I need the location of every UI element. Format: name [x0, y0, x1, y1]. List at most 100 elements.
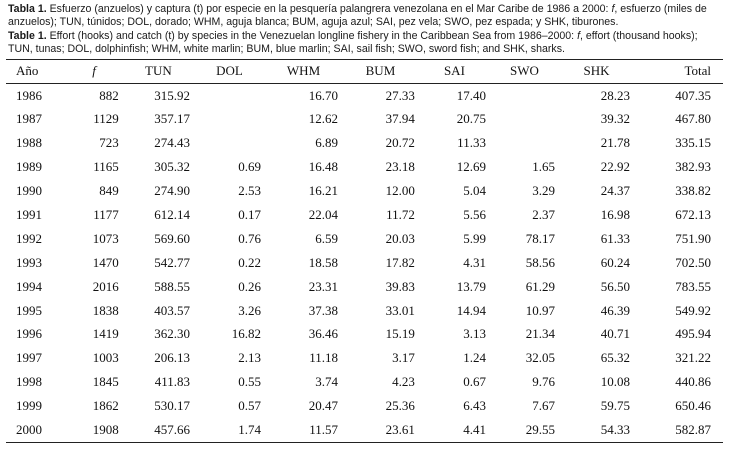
table-cell: 612.14	[154, 207, 190, 223]
table-cell: 321.22	[675, 350, 711, 366]
table-cell: 15.19	[385, 326, 415, 342]
table-cell	[490, 108, 559, 132]
table-cell: 54.33	[600, 422, 630, 438]
table-row: 1986 882 315.92 16.70 27.33 17.40 28.23 407.35	[6, 83, 723, 107]
table-cell: 2.37	[532, 207, 556, 223]
table-cell: 882	[99, 87, 119, 103]
table-cell: 467.80	[675, 111, 711, 127]
table-cell: 1.65	[532, 159, 556, 175]
table-cell: 1989	[16, 159, 42, 175]
table-cell: 6.43	[463, 398, 486, 414]
column-header-sai: SAI	[443, 63, 465, 79]
table-cell: 1862	[92, 398, 119, 414]
table-cell: 24.37	[600, 183, 630, 199]
table-cell: 338.82	[675, 183, 711, 199]
table-cell: 702.50	[675, 254, 711, 270]
table-cell: 33.01	[385, 302, 415, 318]
table-cell: 206.13	[154, 350, 190, 366]
table-cell: 440.86	[675, 374, 711, 390]
table-cell: 0.67	[463, 374, 486, 390]
table-row: 1987 1129 357.17 12.62 37.94 20.75 39.32 467.80	[6, 108, 723, 132]
table-cell: 1993	[16, 254, 42, 270]
table-cell: 59.75	[600, 398, 630, 414]
table-cell: 11.72	[386, 207, 415, 223]
table-row: 1993 1470 542.77 0.22 18.58 17.82 4.31 58.56 60.…	[6, 251, 723, 275]
table-cell: 16.98	[600, 207, 630, 223]
table-row: 1999 1862 530.17 0.57 20.47 25.36 6.43 7.67 59.7…	[6, 394, 723, 418]
table-cell: 569.60	[154, 230, 190, 246]
table-cell: 6.89	[315, 135, 339, 151]
table-cell: 751.90	[675, 230, 711, 246]
table-cell: 20.03	[385, 230, 415, 246]
table-cell: 783.55	[675, 278, 711, 294]
table-cell: 672.13	[675, 207, 711, 223]
table-cell: 56.50	[600, 278, 630, 294]
table-cell: 1003	[92, 350, 119, 366]
catch-effort-table: Año f TUN DOL WHM BUM SAI SWO SHK Total 1986 882 31…	[6, 59, 723, 443]
table-cell: 382.93	[675, 159, 711, 175]
table-cell: 1165	[93, 159, 119, 175]
table-cell: 1986	[16, 87, 42, 103]
caption-spanish-label: Tabla 1.	[8, 3, 47, 15]
table-cell	[490, 131, 559, 155]
table-cell: 1177	[93, 207, 119, 223]
table-row: 1988 723 274.43 6.89 20.72 11.33 21.78 335.15	[6, 131, 723, 155]
table-cell: 40.71	[600, 326, 630, 342]
table-cell: 5.04	[463, 183, 486, 199]
table-cell: 1073	[92, 230, 119, 246]
column-header-swo: SWO	[510, 63, 539, 79]
table-cell: 12.69	[456, 159, 486, 175]
table-cell: 12.62	[308, 111, 339, 127]
table-cell: 11.57	[309, 422, 339, 438]
table-cell: 1845	[92, 374, 119, 390]
table-cell	[194, 108, 265, 132]
table-cell: 37.38	[308, 302, 339, 318]
table-cell: 1419	[92, 326, 119, 342]
table-row: 1989 1165 305.32 0.69 16.48 23.18 12.69 1.65 22.…	[6, 155, 723, 179]
table-cell: 1.24	[463, 350, 486, 366]
table-cell: 1995	[16, 302, 42, 318]
table-cell: 315.92	[154, 87, 190, 103]
table-cell: 3.29	[532, 183, 556, 199]
caption-spanish-text: Esfuerzo (anzuelos) y captura (t) por es…	[46, 3, 612, 15]
table-cell: 274.43	[154, 135, 190, 151]
table-cell: 17.82	[385, 254, 415, 270]
table-cell: 2016	[92, 278, 119, 294]
table-cell: 0.57	[238, 398, 262, 414]
table-cell: 10.97	[525, 302, 556, 318]
table-cell: 582.87	[675, 422, 711, 438]
caption-english-text2: , effort (thousand hooks); TUN, tunas; D…	[8, 29, 698, 56]
table-cell: 0.69	[238, 159, 262, 175]
table-cell: 20.47	[308, 398, 339, 414]
table-cell: 1129	[93, 111, 119, 127]
table-cell: 1991	[16, 207, 42, 223]
table-cell: 335.15	[675, 135, 711, 151]
table-row: 1996 1419 362.30 16.82 36.46 15.19 3.13 21.34 40…	[6, 323, 723, 347]
caption-english-label: Table 1.	[8, 29, 47, 42]
table-cell: 1999	[16, 398, 42, 414]
table-cell: 530.17	[154, 398, 190, 414]
table-cell	[194, 83, 265, 107]
table-cell: 3.26	[238, 302, 262, 318]
table-cell: 2000	[16, 422, 42, 438]
table-cell: 18.58	[308, 254, 339, 270]
table-cell: 37.94	[385, 111, 415, 127]
table-cell: 46.39	[600, 302, 630, 318]
table-cell: 20.72	[385, 135, 415, 151]
table-row: 1992 1073 569.60 0.76 6.59 20.03 5.99 78.17 61.3…	[6, 227, 723, 251]
table-body: 1986 882 315.92 16.70 27.33 17.40 28.23 407.35 1…	[6, 83, 723, 443]
table-cell: 542.77	[154, 254, 190, 270]
table-cell: 58.56	[525, 254, 556, 270]
table-cell: 723	[99, 135, 119, 151]
table-cell: 23.31	[308, 278, 339, 294]
table-cell: 22.04	[308, 207, 339, 223]
table-cell: 0.17	[238, 207, 262, 223]
table-cell: 2.53	[238, 183, 262, 199]
table-cell: 1988	[16, 135, 42, 151]
table-cell: 22.92	[600, 159, 630, 175]
column-header-f: f	[92, 63, 96, 79]
table-cell: 362.30	[154, 326, 190, 342]
table-cell: 849	[99, 183, 119, 199]
table-cell: 9.76	[532, 374, 556, 390]
table-cell: 305.32	[154, 159, 190, 175]
